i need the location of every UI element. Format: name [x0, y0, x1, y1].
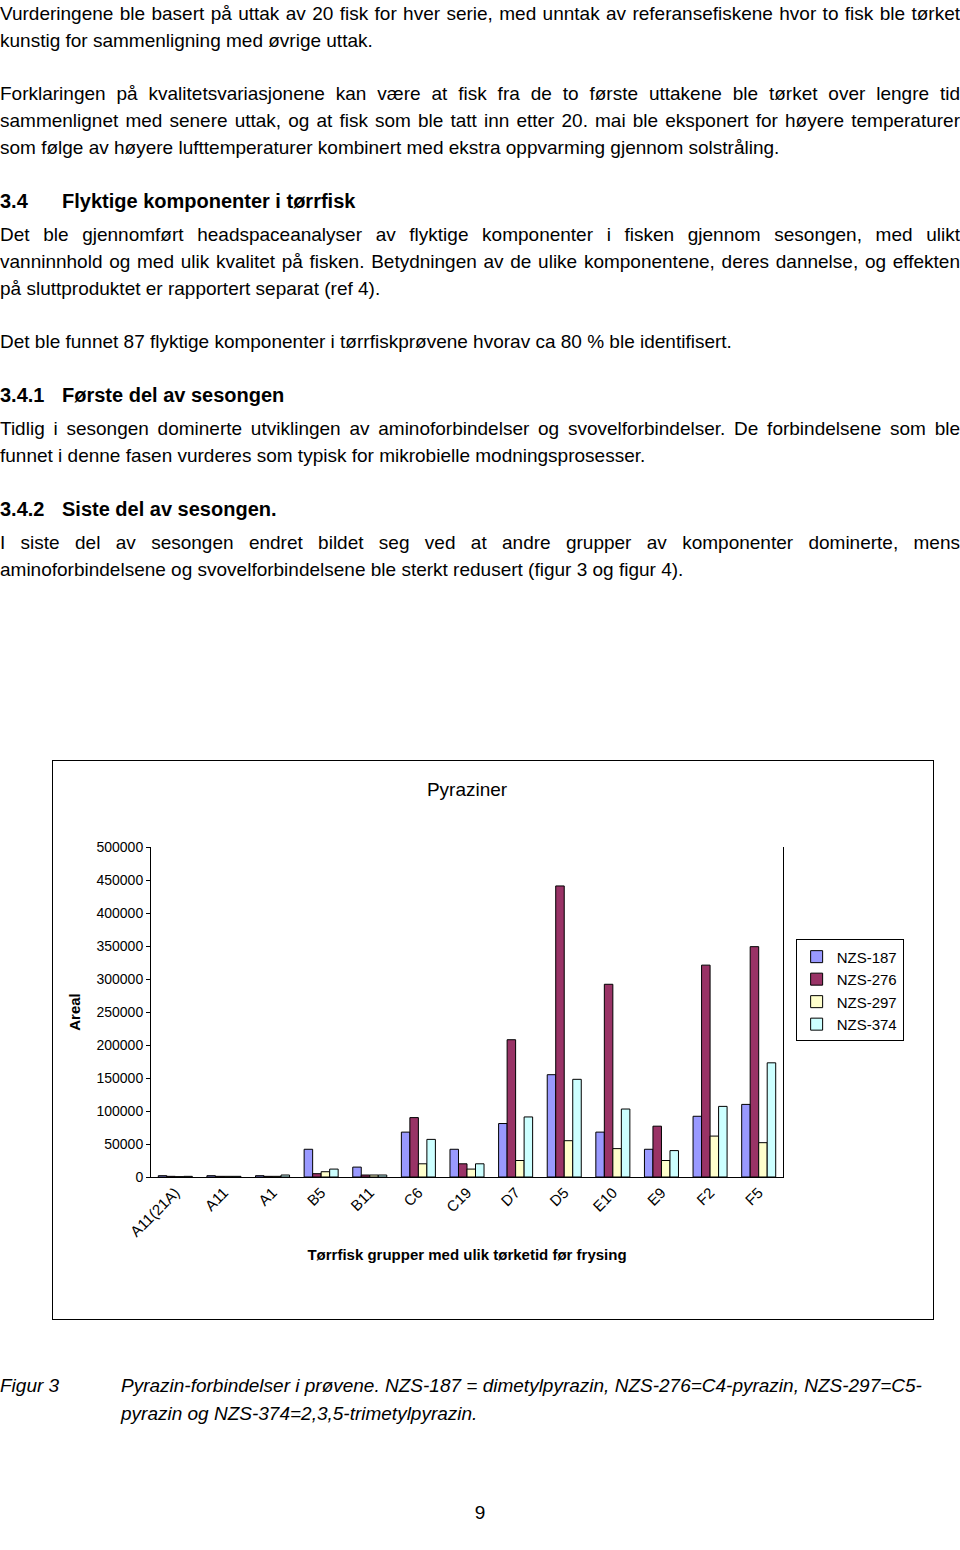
svg-text:NZS-297: NZS-297: [837, 994, 897, 1011]
svg-text:C19: C19: [443, 1184, 474, 1215]
svg-text:NZS-276: NZS-276: [837, 971, 897, 988]
html-text:Forklaringen på kvalitetsvaria: Forklaringen på kvalitetsvariasjonene ka…: [0, 83, 960, 158]
html-text:9: 9: [474, 1502, 486, 1523]
svg-text:300000: 300000: [96, 971, 143, 987]
html-text:Det ble funnet 87 flyktige kom: Det ble funnet 87 flyktige komponenter i…: [0, 331, 732, 352]
svg-text:450000: 450000: [96, 872, 143, 888]
html-text:3.4.1: 3.4.1: [0, 384, 45, 406]
html-text:Vurderingene ble basert på utt: Vurderingene ble basert på uttak av 20 f…: [0, 3, 960, 51]
svg-text:500000: 500000: [96, 839, 143, 855]
svg-text:D5: D5: [546, 1184, 572, 1210]
svg-text:F2: F2: [693, 1184, 717, 1208]
svg-text:E10: E10: [589, 1184, 620, 1215]
html-text:3.4.2: 3.4.2: [0, 498, 45, 520]
svg-text:Areal: Areal: [66, 993, 83, 1031]
svg-text:A1: A1: [255, 1184, 280, 1209]
svg-text:250000: 250000: [96, 1004, 143, 1020]
svg-text:D7: D7: [497, 1184, 523, 1210]
svg-text:E9: E9: [644, 1184, 669, 1209]
svg-text:0: 0: [135, 1169, 143, 1185]
html-text:Det ble gjennomført headspacea: Det ble gjennomført headspaceanalyser av…: [0, 224, 960, 299]
html-text:I siste del av sesongen endret: I siste del av sesongen endret bildet se…: [0, 532, 960, 580]
html-text:Tidlig i sesongen dominerte ut: Tidlig i sesongen dominerte utviklingen …: [0, 418, 960, 466]
html-text:3.4: 3.4: [0, 190, 28, 212]
svg-text:350000: 350000: [96, 938, 143, 954]
html-text:Siste del av sesongen.: Siste del av sesongen.: [62, 498, 277, 520]
svg-text:NZS-187: NZS-187: [837, 949, 897, 966]
svg-text:A11: A11: [201, 1184, 231, 1214]
svg-text:50000: 50000: [104, 1136, 143, 1152]
svg-text:200000: 200000: [96, 1037, 143, 1053]
html-text:Pyrazin-forbindelser i prøvene: Pyrazin-forbindelser i prøvene. NZS-187 …: [121, 1375, 922, 1424]
svg-text:C6: C6: [400, 1184, 426, 1210]
svg-text:150000: 150000: [96, 1070, 143, 1086]
svg-text:Tørrfisk grupper med ulik tørk: Tørrfisk grupper med ulik tørketid før f…: [307, 1246, 626, 1263]
svg-text:A11(21A): A11(21A): [127, 1184, 183, 1240]
html-text:Første del av sesongen: Første del av sesongen: [62, 384, 285, 406]
svg-text:400000: 400000: [96, 905, 143, 921]
svg-text:B11: B11: [347, 1184, 377, 1214]
svg-text:Pyraziner: Pyraziner: [427, 779, 508, 800]
svg-text:NZS-374: NZS-374: [837, 1016, 897, 1033]
svg-text:100000: 100000: [96, 1103, 143, 1119]
svg-text:F5: F5: [742, 1184, 766, 1208]
html-text:Figur 3: Figur 3: [0, 1375, 60, 1396]
svg-text:B5: B5: [304, 1184, 329, 1209]
html-text:Flyktige komponenter i tørrfis: Flyktige komponenter i tørrfisk: [62, 190, 356, 212]
